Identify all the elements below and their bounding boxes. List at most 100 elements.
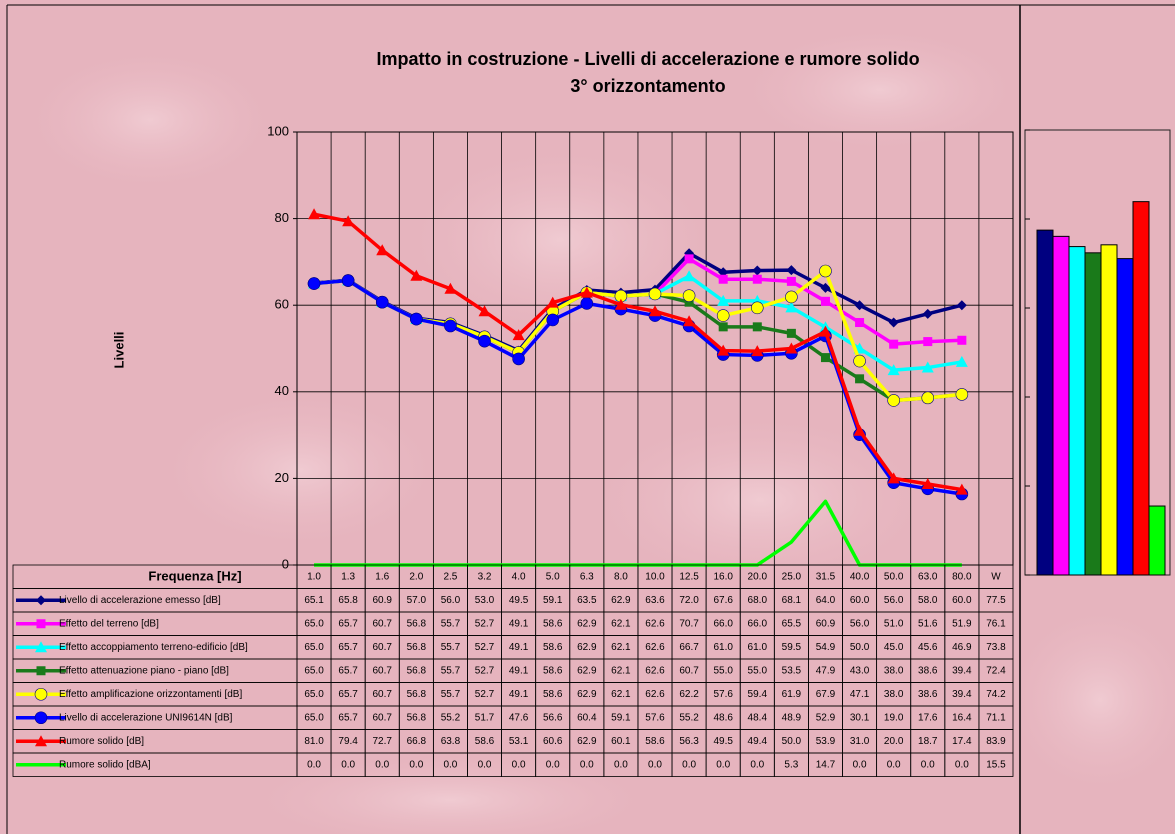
data-label: 51.6 <box>918 618 938 629</box>
data-label: 60.7 <box>679 665 699 676</box>
data-label: 0.0 <box>750 759 764 770</box>
data-label: 65.1 <box>304 595 324 606</box>
data-label: 79.4 <box>338 736 358 747</box>
marker <box>307 277 321 290</box>
legend-marker <box>34 711 48 725</box>
data-label: 0.0 <box>955 759 969 770</box>
data-label: 0.0 <box>921 759 935 770</box>
marker <box>887 472 900 484</box>
data-label: 56.8 <box>407 665 427 676</box>
total-bar <box>1132 201 1150 576</box>
data-label: 48.6 <box>713 712 733 723</box>
data-label: 65.7 <box>338 618 358 629</box>
data-label: 62.6 <box>645 618 665 629</box>
legend-entry: Livello di accelerazione emesso [dB] <box>16 595 221 606</box>
marker <box>855 374 865 384</box>
data-label: 47.1 <box>850 689 870 700</box>
total-label: 77.5 <box>986 595 1006 606</box>
y-tick-label: 40 <box>275 383 289 398</box>
marker <box>718 274 728 284</box>
marker <box>819 264 832 278</box>
data-label: 43.0 <box>850 665 870 676</box>
x-tick-label: 80.0 <box>952 571 972 582</box>
legend-label: Effetto accoppiamento terreno-edificio [… <box>59 642 248 653</box>
chart-title: Impatto in costruzione - Livelli di acce… <box>376 49 919 69</box>
total-label: 73.8 <box>986 642 1006 653</box>
total-label: 15.5 <box>986 759 1006 770</box>
data-label: 72.0 <box>679 595 699 606</box>
data-label: 52.7 <box>475 689 495 700</box>
data-label: 59.4 <box>748 689 768 700</box>
data-label: 62.9 <box>577 736 597 747</box>
marker <box>580 297 594 310</box>
legend-label: Effetto amplificazione orizzontamenti [d… <box>59 689 242 700</box>
marker <box>512 352 525 366</box>
data-label: 58.0 <box>918 595 938 606</box>
data-label: 65.0 <box>304 689 324 700</box>
data-label: 68.0 <box>748 595 768 606</box>
data-label: 81.0 <box>304 736 324 747</box>
marker <box>308 208 321 220</box>
data-label: 62.1 <box>611 618 631 629</box>
data-label: 60.6 <box>543 736 563 747</box>
data-label: 62.2 <box>679 689 699 700</box>
marker <box>785 342 798 354</box>
data-label: 62.9 <box>577 618 597 629</box>
legend-marker <box>34 687 48 701</box>
total-bar <box>1036 229 1054 576</box>
data-label: 0.0 <box>614 759 628 770</box>
marker <box>785 290 798 304</box>
data-label: 62.9 <box>577 689 597 700</box>
marker <box>444 282 457 294</box>
y-tick-label: 80 <box>275 210 289 225</box>
marker <box>752 274 762 284</box>
texture <box>0 10 1175 834</box>
data-label: 38.0 <box>884 689 904 700</box>
data-label: 46.9 <box>952 642 972 653</box>
total-label: 71.1 <box>986 712 1006 723</box>
data-label: 38.0 <box>884 665 904 676</box>
data-label: 58.6 <box>543 689 563 700</box>
marker <box>956 300 967 311</box>
data-label: 45.6 <box>918 642 938 653</box>
data-label: 17.6 <box>918 712 938 723</box>
marker <box>855 318 865 328</box>
total-label: 83.9 <box>986 736 1006 747</box>
data-label: 0.0 <box>887 759 901 770</box>
marker <box>853 424 866 436</box>
x-tick-label: 40.0 <box>850 571 870 582</box>
data-label: 0.0 <box>853 759 867 770</box>
data-label: 66.8 <box>407 736 427 747</box>
data-label: 56.0 <box>441 595 461 606</box>
marker <box>375 295 389 309</box>
data-label: 31.0 <box>850 736 870 747</box>
marker <box>889 339 899 349</box>
data-label: 63.8 <box>441 736 461 747</box>
data-label: 56.8 <box>407 689 427 700</box>
legend-label: Livello di accelerazione emesso [dB] <box>59 595 221 606</box>
data-label: 62.6 <box>645 689 665 700</box>
data-label: 49.1 <box>509 689 529 700</box>
data-label: 65.8 <box>338 595 358 606</box>
data-label: 62.1 <box>611 642 631 653</box>
data-label: 62.9 <box>577 665 597 676</box>
marker <box>376 244 389 256</box>
data-label: 52.7 <box>475 618 495 629</box>
data-label: 0.0 <box>307 759 321 770</box>
total-label: 74.2 <box>986 689 1006 700</box>
marker <box>751 345 764 357</box>
data-label: 60.9 <box>373 595 393 606</box>
legend-entry: Effetto amplificazione orizzontamenti [d… <box>16 687 242 701</box>
legend-marker <box>36 595 46 606</box>
marker <box>955 388 969 401</box>
data-label: 65.0 <box>304 618 324 629</box>
data-label: 61.0 <box>748 642 768 653</box>
data-label: 56.8 <box>407 712 427 723</box>
data-label: 53.5 <box>782 665 802 676</box>
marker <box>786 276 796 286</box>
marker <box>854 300 865 311</box>
data-label: 51.7 <box>475 712 495 723</box>
marker <box>649 305 661 317</box>
data-label: 16.4 <box>952 712 972 723</box>
marker <box>546 313 560 327</box>
